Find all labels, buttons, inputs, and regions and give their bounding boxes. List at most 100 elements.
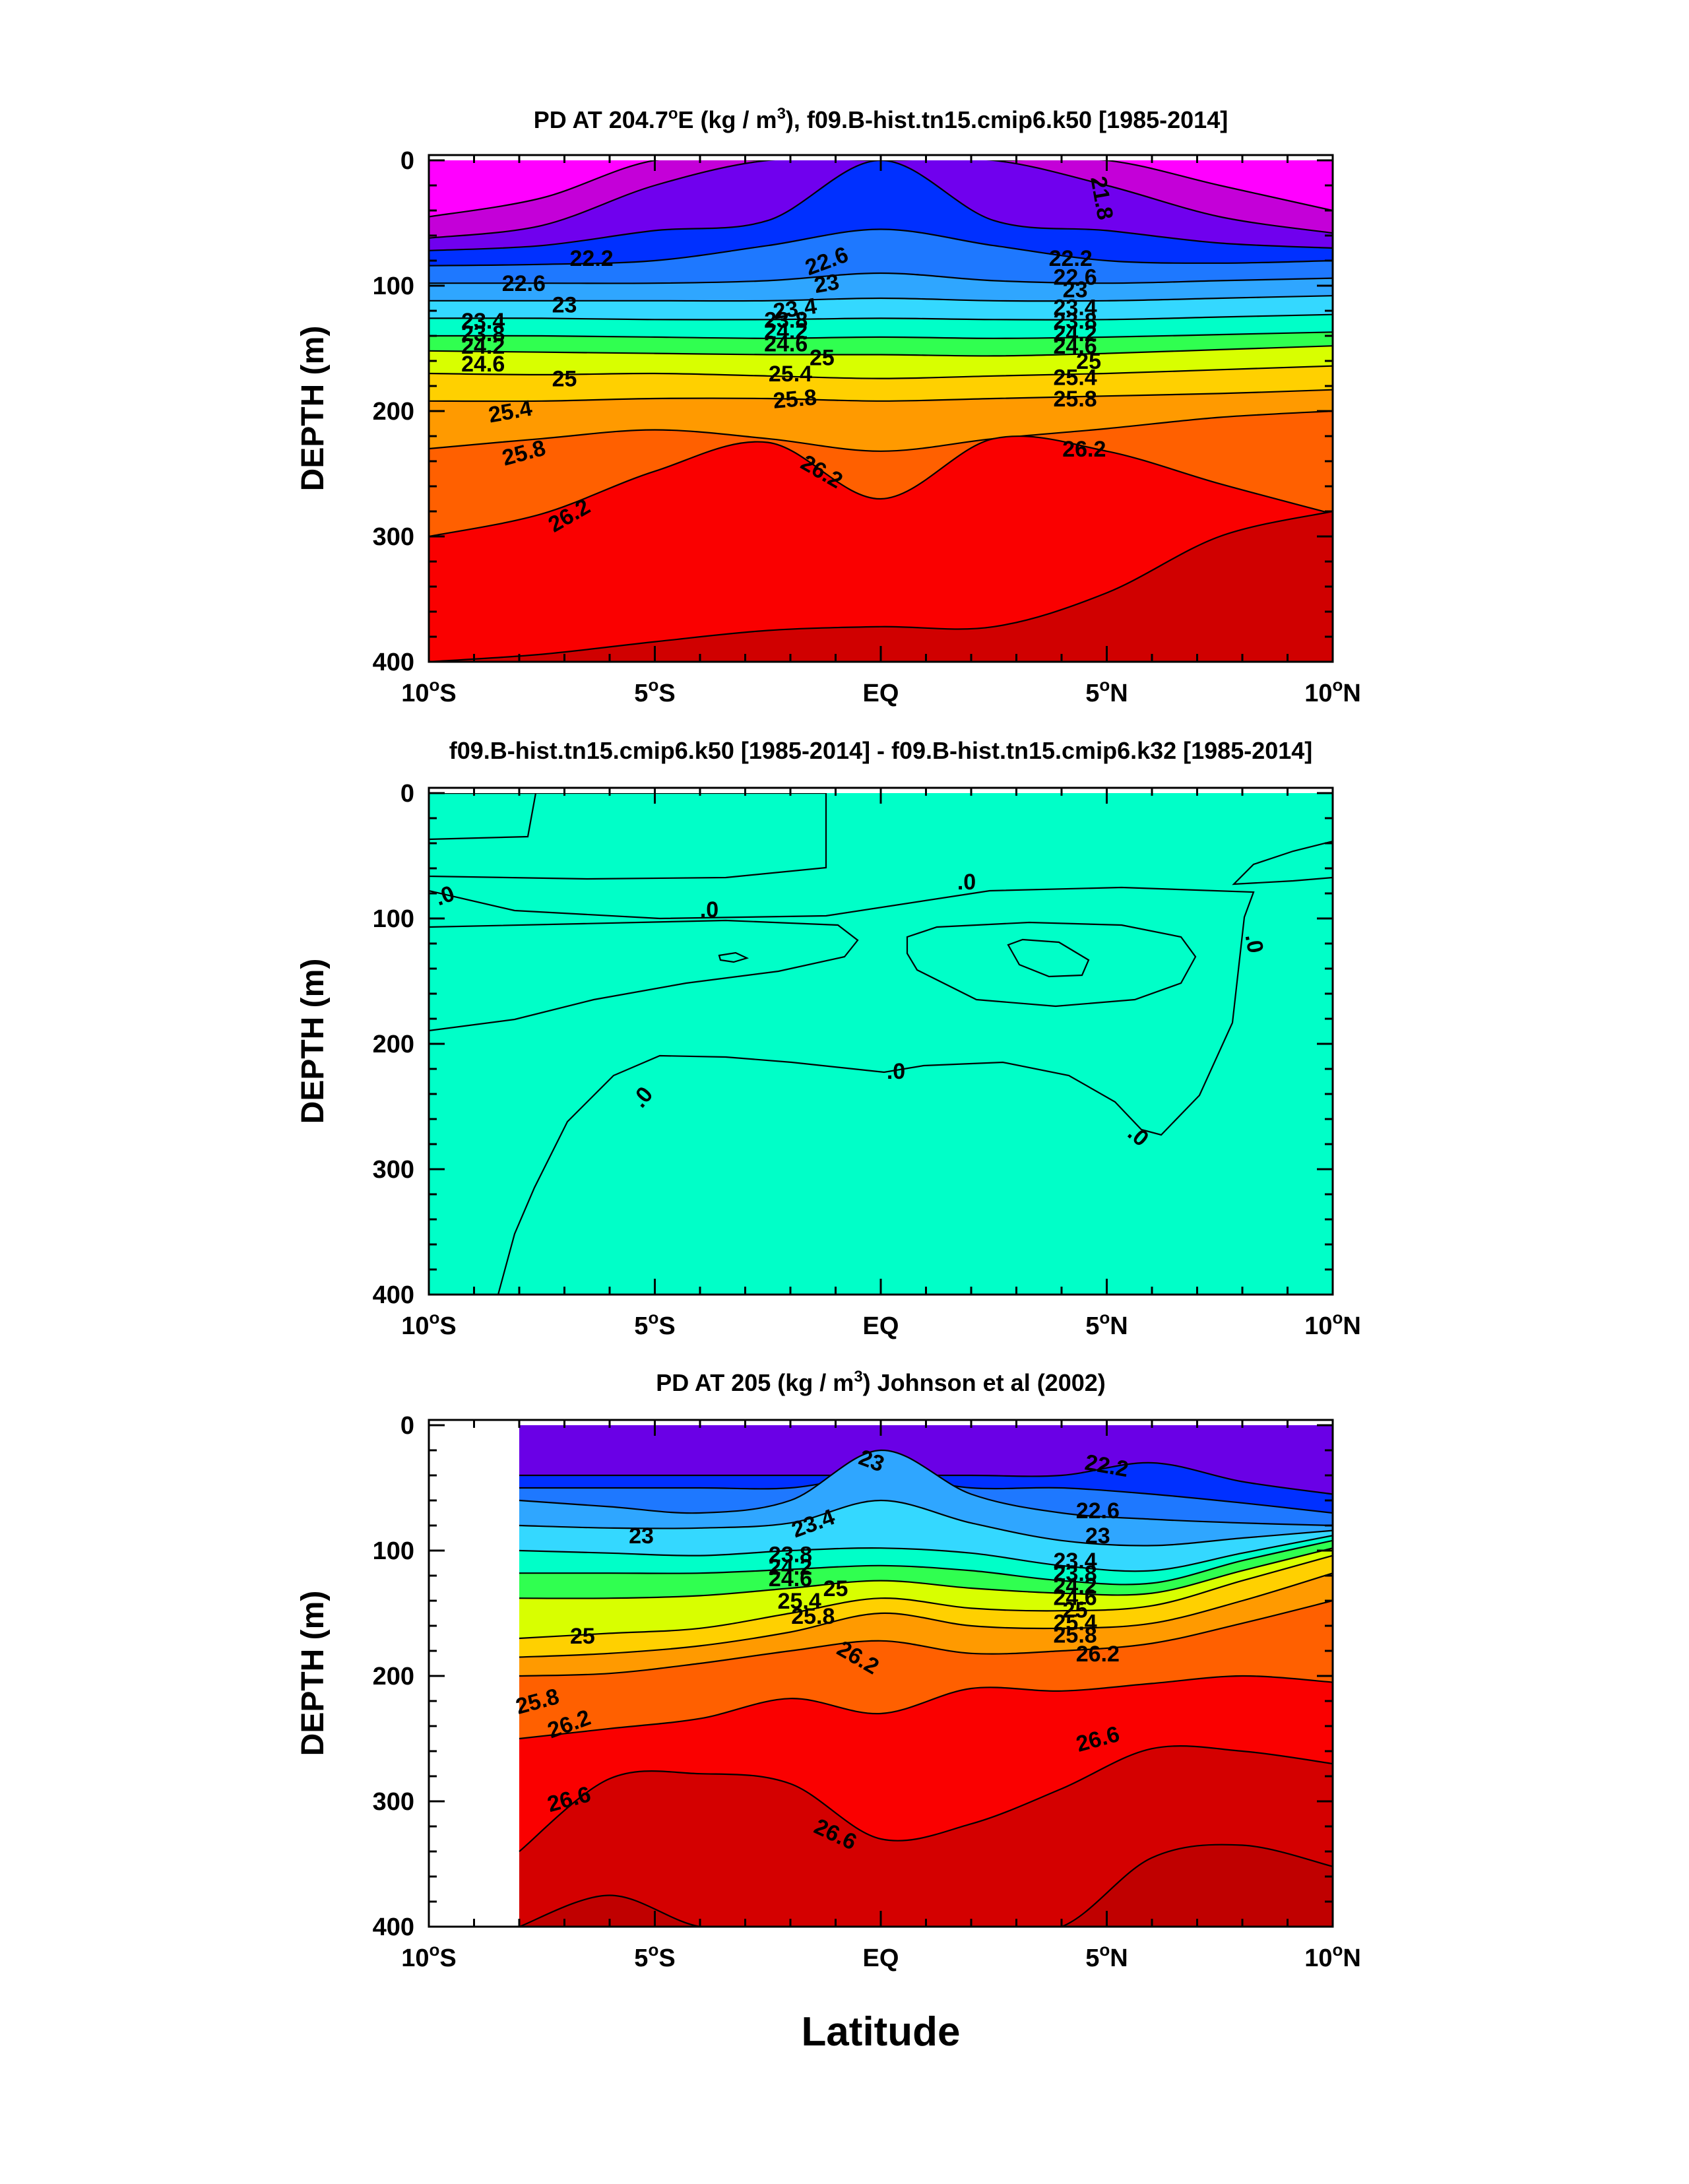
isopycnal-line xyxy=(429,228,1333,267)
panel-3: PD AT 205 (kg / m3) Johnson et al (2002)… xyxy=(296,1368,1361,1972)
contour-label: 24.2 xyxy=(764,319,808,344)
contour-label: 25.4 xyxy=(769,362,812,387)
x-axis-label: Latitude xyxy=(801,2009,960,2055)
isopycnal-line xyxy=(429,345,1333,357)
contour-label: 25 xyxy=(823,1576,848,1601)
contour-label: 24.6 xyxy=(1054,334,1097,359)
isopycnal-line xyxy=(519,1844,1333,1927)
contour-label: 23 xyxy=(629,1524,654,1549)
panel-2-ylabel: DEPTH (m) xyxy=(296,959,331,1124)
x-tick-label: 10oN xyxy=(1304,675,1361,707)
panel-3-density-field xyxy=(519,1425,1333,1927)
isopycnal-line xyxy=(519,1547,1333,1599)
diff-small-core xyxy=(718,951,749,963)
x-tick-label: 5oN xyxy=(1085,1940,1128,1972)
contour-label: 24.6 xyxy=(769,1566,812,1591)
x-tick-label: 10oN xyxy=(1304,1940,1361,1972)
contour-label: 24.2 xyxy=(1054,1574,1097,1599)
x-tick-label: 5oS xyxy=(634,1308,675,1340)
isopycnal-line xyxy=(429,510,1333,662)
diff-positive-west xyxy=(429,919,859,1032)
panel-1: PD AT 204.7oE (kg / m3), f09.B-hist.tn15… xyxy=(296,105,1361,707)
density-band-27 xyxy=(429,511,1333,662)
diff-negative-region xyxy=(429,793,827,880)
contour-label: 23.8 xyxy=(1054,1561,1097,1586)
contour-label: 23.8 xyxy=(769,1543,812,1568)
y-tick-label: 0 xyxy=(400,1412,414,1440)
contour-label: 24.2 xyxy=(1054,321,1097,346)
y-tick-label: 100 xyxy=(373,273,414,300)
contour-label: 25 xyxy=(1076,349,1101,374)
contour-label: 25 xyxy=(1063,1597,1088,1622)
isopycnal-line xyxy=(429,410,1333,452)
panel-1-title: PD AT 204.7oE (kg / m3), f09.B-hist.tn15… xyxy=(534,105,1228,133)
contour-label: 23.4 xyxy=(772,294,819,325)
contour-label: 25 xyxy=(570,1624,595,1649)
diff-zero-band xyxy=(429,793,1333,1295)
y-tick-label: 200 xyxy=(373,1663,414,1690)
y-tick-label: 100 xyxy=(373,905,414,933)
isopycnal-line xyxy=(429,160,1333,251)
contour-label: 22.6 xyxy=(502,271,546,296)
diff-positive-east xyxy=(1232,840,1333,885)
y-tick-label: 0 xyxy=(400,147,414,175)
y-tick-label: 0 xyxy=(400,780,414,808)
contour-label: 25.8 xyxy=(791,1604,835,1629)
y-tick-label: 400 xyxy=(373,1913,414,1941)
x-tick-label: 5oN xyxy=(1085,675,1128,707)
y-tick-label: 200 xyxy=(373,398,414,426)
x-tick-label: EQ xyxy=(863,680,899,707)
isopycnal-line xyxy=(519,1449,1333,1527)
contour-label: 24.2 xyxy=(769,1555,812,1580)
contour-label: 25.4 xyxy=(1054,1610,1097,1635)
contour-label: 26.2 xyxy=(1076,1642,1120,1667)
y-tick-label: 300 xyxy=(373,1788,414,1816)
contour-label: 25 xyxy=(552,367,577,392)
panel-2-difference-field xyxy=(429,793,1333,1295)
diff-near-zero-positive xyxy=(429,886,1255,1295)
contour-label: 25 xyxy=(810,345,835,370)
isopycnal-line xyxy=(519,1535,1333,1572)
contour-label: 24.2 xyxy=(461,334,505,359)
panel-2-ticks: 10oS 5oS EQ 5oN 10oN 0 100 200 300 400 xyxy=(373,780,1361,1340)
panel-2-title: f09.B-hist.tn15.cmip6.k50 [1985-2014] - … xyxy=(449,737,1313,764)
x-tick-label: 5oS xyxy=(634,1940,675,1972)
contour-label: 23.4 xyxy=(1054,295,1097,320)
panel-3-ylabel: DEPTH (m) xyxy=(296,1591,331,1756)
diff-negative-core xyxy=(429,793,537,841)
contour-label: 24.6 xyxy=(1054,1585,1097,1610)
diff-contour-label: .0 xyxy=(700,897,718,922)
y-tick-label: 300 xyxy=(373,523,414,551)
contour-label: 25.8 xyxy=(1054,1622,1097,1648)
contour-label: 23 xyxy=(812,269,841,298)
panel-1-ticks: 10oS 5oS EQ 5oN 10oN 0 100 200 300 400 xyxy=(373,147,1361,707)
isopycnal-line xyxy=(429,272,1333,284)
isopycnal-line xyxy=(429,313,1333,321)
x-tick-label: EQ xyxy=(863,1944,899,1972)
isopycnal-line xyxy=(429,331,1333,339)
diff-contour-label: .0 xyxy=(1240,932,1268,955)
x-tick-label: 5oS xyxy=(634,675,675,707)
y-tick-label: 300 xyxy=(373,1156,414,1184)
contour-label: 26.2 xyxy=(1062,437,1106,462)
contour-label: 23.4 xyxy=(461,309,505,334)
contour-label: 22.6 xyxy=(1054,265,1097,290)
panel-1-contour-labels: 22.222.62323.423.824.224.62525.425.826.2… xyxy=(461,174,1118,537)
isopycnal-line xyxy=(429,160,1333,218)
x-tick-label: 5oN xyxy=(1085,1308,1128,1340)
y-tick-label: 400 xyxy=(373,649,414,676)
contour-label: 25.8 xyxy=(772,385,817,414)
isopycnal-line xyxy=(519,1599,1333,1677)
isopycnal-line xyxy=(519,1499,1333,1547)
x-tick-label: 10oS xyxy=(401,1940,457,1972)
isopycnal-line xyxy=(519,1675,1333,1740)
contour-label: 23 xyxy=(1085,1524,1110,1549)
y-tick-label: 200 xyxy=(373,1031,414,1058)
isopycnal-line xyxy=(429,435,1333,538)
isopycnal-line xyxy=(429,389,1333,402)
contour-label: 23.8 xyxy=(764,307,808,333)
contour-label: 22.2 xyxy=(1049,246,1093,271)
diff-maximum-core xyxy=(1007,938,1090,978)
contour-label: 25.8 xyxy=(1054,387,1097,412)
